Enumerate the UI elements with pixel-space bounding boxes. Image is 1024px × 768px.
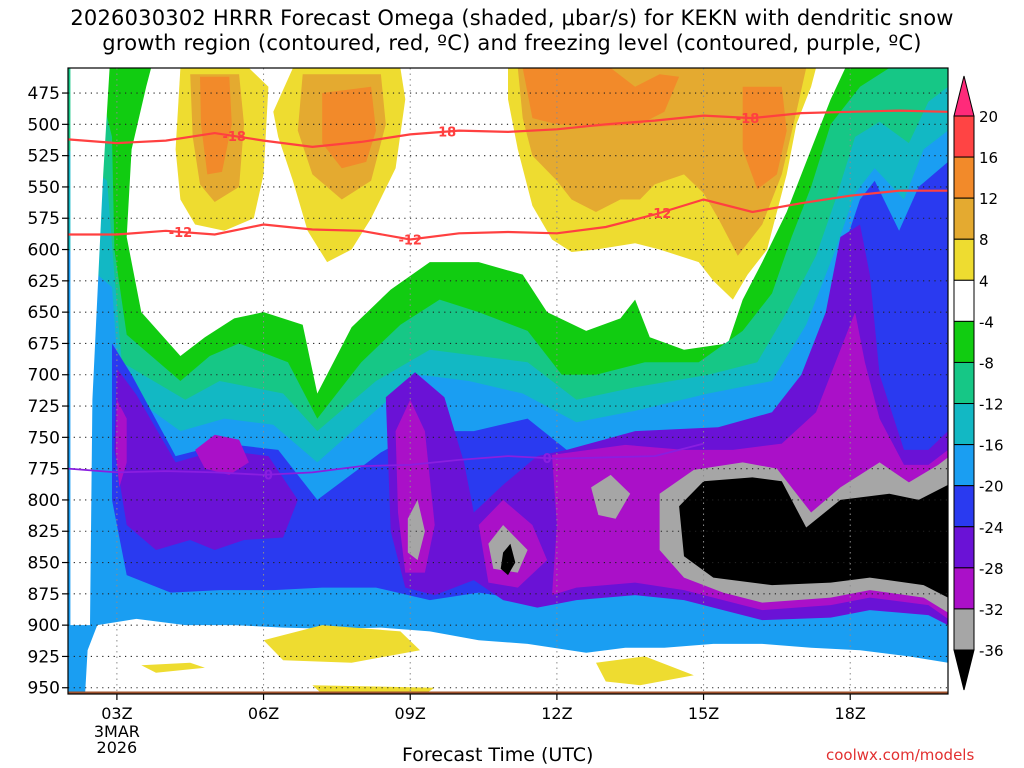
y-tick-label-875: 875 — [28, 585, 60, 605]
colorbar-segment--16 — [953, 444, 975, 487]
y-tick-label-575: 575 — [28, 209, 60, 229]
colorbar-label--4: -4 — [979, 313, 994, 331]
omega-colorbar: 20 16 12 8 4 -4 -8 -12 -16 -20 -24 -28 -32 -36 — [953, 75, 1004, 691]
y-tick-label-825: 825 — [28, 522, 60, 542]
omega-plus-4-region-lower-right — [596, 656, 694, 686]
contour-label--18: -18 — [433, 126, 457, 141]
y-tick-label-850: 850 — [28, 554, 60, 574]
omega-minus-28-region-mid — [195, 434, 249, 475]
omega-neutral-region-left — [70, 68, 110, 626]
omega-plus-12-region-12z — [522, 68, 680, 127]
omega-minus-28-region-west — [115, 399, 127, 488]
y-tick-label-550: 550 — [28, 178, 60, 198]
surface-terrain-bar — [68, 691, 948, 694]
contour-lines: -18 -18 -18 -12 -12 -12 0 0 — [68, 109, 948, 484]
contour-label-0: 0 — [264, 469, 273, 484]
y-tick-label-500: 500 — [28, 115, 60, 135]
colorbar-segment-8 — [953, 238, 975, 281]
grid-lines — [68, 68, 948, 694]
pressure-axis: 475 500 525 550 575 600 625 650 675 700 725 750 775 8… — [28, 84, 68, 699]
contour-label--12: -12 — [648, 207, 672, 222]
colorbar-label--16: -16 — [979, 437, 1004, 455]
x-tick-label-06Z: 06Z — [248, 704, 279, 723]
omega-minus-36-region-east — [679, 477, 948, 598]
chart-title-block: 2026030302 HRRR Forecast Omega (shaded, … — [0, 6, 1024, 56]
y-tick-label-700: 700 — [28, 366, 60, 386]
plot-frame — [67, 67, 949, 695]
y-tick-label-725: 725 — [28, 397, 60, 417]
colorbar-label--8: -8 — [979, 354, 994, 372]
y-tick-label-925: 925 — [28, 647, 60, 667]
contour-label-0: 0 — [543, 452, 552, 467]
contour-label--12: -12 — [398, 234, 422, 249]
colorbar-label--28: -28 — [979, 560, 1004, 578]
colorbar-label--20: -20 — [979, 478, 1004, 496]
y-tick-label-750: 750 — [28, 428, 60, 448]
colorbar-segment--12 — [953, 403, 975, 446]
colorbar-segment--4 — [953, 320, 975, 363]
colorbar-label-8: 8 — [979, 231, 989, 249]
colorbar-segment-4 — [953, 279, 975, 322]
y-tick-label-525: 525 — [28, 147, 60, 167]
date-label-line: 3MAR — [94, 722, 140, 741]
contour-label--18: -18 — [222, 130, 246, 145]
chart-subtitle: growth region (contoured, red, ºC) and f… — [102, 31, 922, 55]
x-tick-label-09Z: 09Z — [395, 704, 426, 723]
omega-plus-12-region-16z — [742, 86, 787, 190]
colorbar-segment-12 — [953, 197, 975, 240]
contour-line--12 — [68, 189, 948, 241]
y-tick-label-900: 900 — [28, 616, 60, 636]
colorbar-label--24: -24 — [979, 519, 1004, 537]
colorbar-segment--24 — [953, 526, 975, 569]
omega-minus-32-region-13z — [591, 474, 631, 519]
colorbar-label-16: 16 — [979, 149, 998, 167]
omega-plus-4-region-lower-mid — [263, 625, 420, 663]
colorbar-segment--32 — [953, 608, 975, 651]
colorbar-bottom-arrow — [953, 649, 975, 691]
colorbar-segment-16 — [953, 156, 975, 199]
y-tick-label-675: 675 — [28, 334, 60, 354]
x-tick-label-03Z: 03Z — [101, 704, 132, 723]
y-tick-label-775: 775 — [28, 460, 60, 480]
colorbar-label-20: 20 — [979, 108, 998, 126]
x-axis-label: Forecast Time (UTC) — [402, 744, 594, 766]
colorbar-label--36: -36 — [979, 642, 1004, 660]
colorbar-segment--28 — [953, 567, 975, 610]
x-tick-label-18Z: 18Z — [835, 704, 866, 723]
source-credit: coolwx.com/models — [826, 746, 975, 764]
omega-minus-32-region-09z — [407, 499, 425, 560]
omega-plus-12-region-07z — [322, 86, 376, 169]
contour-line--18 — [68, 109, 948, 149]
colorbar-segment-20 — [953, 115, 975, 158]
contour-label--18: -18 — [736, 112, 760, 127]
colorbar-segment--8 — [953, 361, 975, 405]
colorbar-segment--20 — [953, 485, 975, 528]
contour-line-0 — [68, 442, 704, 476]
contour-label--12: -12 — [169, 226, 193, 241]
y-tick-label-625: 625 — [28, 272, 60, 292]
omega-plus-4-region-lower-left — [141, 662, 205, 673]
omega-plus-12-region-05z — [200, 76, 232, 175]
y-tick-label-650: 650 — [28, 303, 60, 323]
colorbar-top-arrow — [953, 75, 975, 117]
omega-minus-36-region-11z — [500, 543, 516, 576]
y-tick-label-600: 600 — [28, 241, 60, 261]
colorbar-label--32: -32 — [979, 601, 1004, 619]
colorbar-label-12: 12 — [979, 190, 998, 208]
colorbar-label--12: -12 — [979, 396, 1004, 414]
x-tick-label-15Z: 15Z — [688, 704, 719, 723]
y-tick-label-475: 475 — [28, 84, 60, 104]
date-label-line: 2026 — [97, 738, 138, 757]
y-tick-label-950: 950 — [28, 679, 60, 699]
x-tick-label-12Z: 12Z — [541, 704, 572, 723]
omega-minus-28-region-09z — [395, 399, 435, 573]
y-tick-label-800: 800 — [28, 491, 60, 511]
colorbar-label-4: 4 — [979, 272, 989, 290]
chart-title: 2026030302 HRRR Forecast Omega (shaded, … — [70, 6, 954, 30]
